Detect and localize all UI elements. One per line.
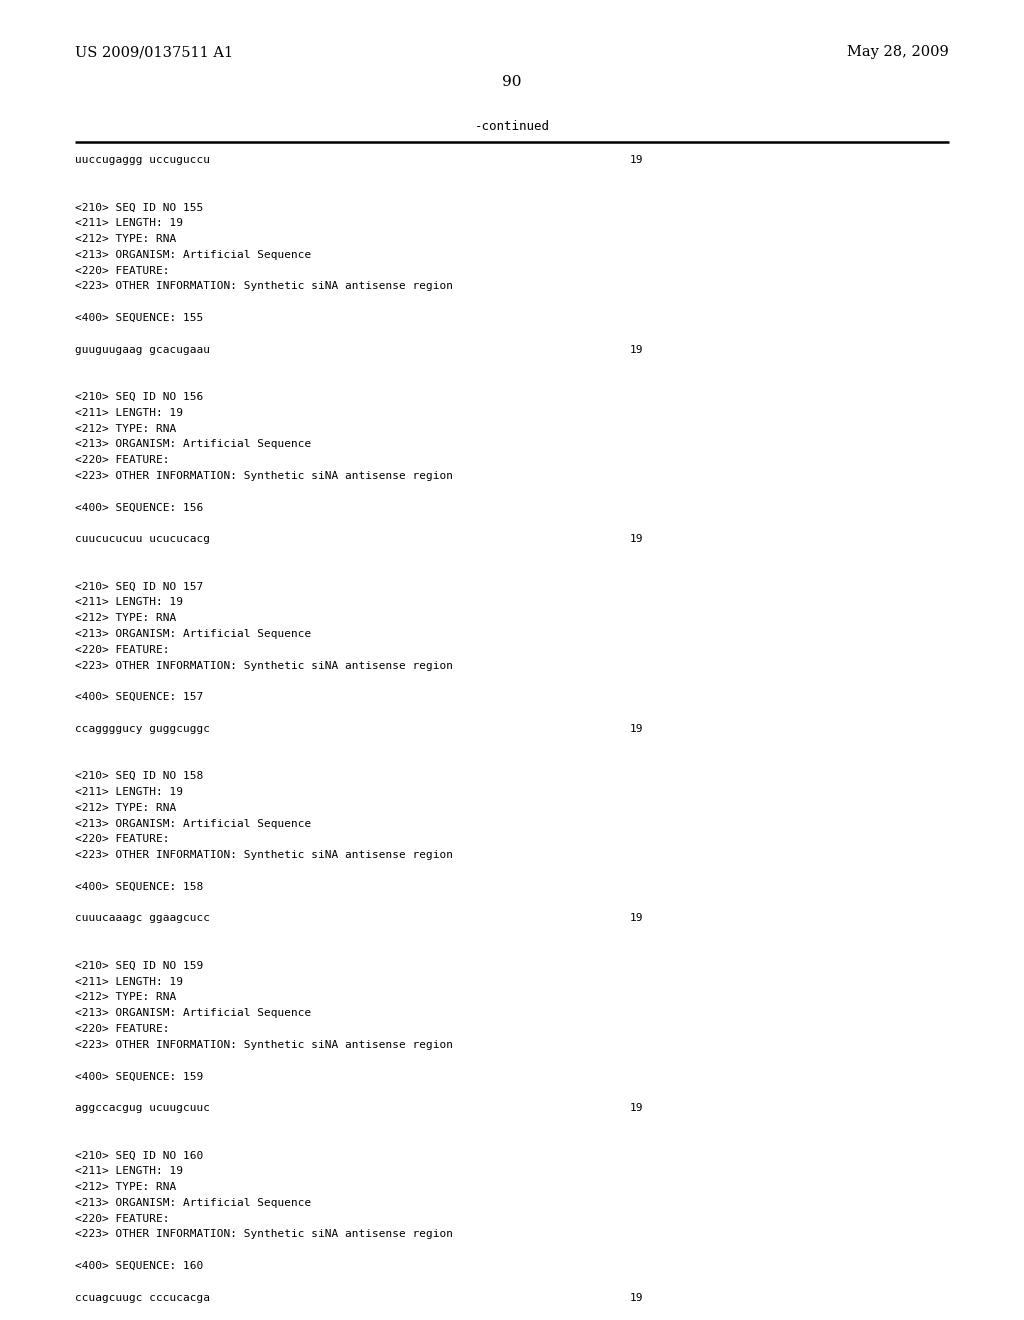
Text: <212> TYPE: RNA: <212> TYPE: RNA [75,1181,176,1192]
Text: <210> SEQ ID NO 160: <210> SEQ ID NO 160 [75,1151,203,1160]
Text: 19: 19 [630,723,643,734]
Text: <212> TYPE: RNA: <212> TYPE: RNA [75,614,176,623]
Text: <220> FEATURE:: <220> FEATURE: [75,1213,170,1224]
Text: <212> TYPE: RNA: <212> TYPE: RNA [75,993,176,1002]
Text: 19: 19 [630,345,643,355]
Text: 19: 19 [630,154,643,165]
Text: <400> SEQUENCE: 155: <400> SEQUENCE: 155 [75,313,203,323]
Text: <210> SEQ ID NO 157: <210> SEQ ID NO 157 [75,582,203,591]
Text: 90: 90 [502,75,522,88]
Text: <400> SEQUENCE: 159: <400> SEQUENCE: 159 [75,1072,203,1081]
Text: <210> SEQ ID NO 159: <210> SEQ ID NO 159 [75,961,203,970]
Text: <220> FEATURE:: <220> FEATURE: [75,265,170,276]
Text: 19: 19 [630,535,643,544]
Text: aggccacgug ucuugcuuc: aggccacgug ucuugcuuc [75,1104,210,1113]
Text: <223> OTHER INFORMATION: Synthetic siNA antisense region: <223> OTHER INFORMATION: Synthetic siNA … [75,850,453,861]
Text: <220> FEATURE:: <220> FEATURE: [75,1024,170,1034]
Text: <212> TYPE: RNA: <212> TYPE: RNA [75,234,176,244]
Text: US 2009/0137511 A1: US 2009/0137511 A1 [75,45,233,59]
Text: <400> SEQUENCE: 157: <400> SEQUENCE: 157 [75,692,203,702]
Text: -continued: -continued [474,120,550,133]
Text: <223> OTHER INFORMATION: Synthetic siNA antisense region: <223> OTHER INFORMATION: Synthetic siNA … [75,1040,453,1049]
Text: uuccugaggg uccuguccu: uuccugaggg uccuguccu [75,154,210,165]
Text: 19: 19 [630,1104,643,1113]
Text: <210> SEQ ID NO 155: <210> SEQ ID NO 155 [75,202,203,213]
Text: <400> SEQUENCE: 158: <400> SEQUENCE: 158 [75,882,203,892]
Text: guuguugaag gcacugaau: guuguugaag gcacugaau [75,345,210,355]
Text: <213> ORGANISM: Artificial Sequence: <213> ORGANISM: Artificial Sequence [75,630,311,639]
Text: <213> ORGANISM: Artificial Sequence: <213> ORGANISM: Artificial Sequence [75,818,311,829]
Text: <213> ORGANISM: Artificial Sequence: <213> ORGANISM: Artificial Sequence [75,440,311,449]
Text: <400> SEQUENCE: 160: <400> SEQUENCE: 160 [75,1261,203,1271]
Text: 19: 19 [630,1292,643,1303]
Text: ccaggggucу guggcuggc: ccaggggucу guggcuggc [75,723,210,734]
Text: <211> LENGTH: 19: <211> LENGTH: 19 [75,977,183,986]
Text: <211> LENGTH: 19: <211> LENGTH: 19 [75,218,183,228]
Text: <211> LENGTH: 19: <211> LENGTH: 19 [75,787,183,797]
Text: <223> OTHER INFORMATION: Synthetic siNA antisense region: <223> OTHER INFORMATION: Synthetic siNA … [75,281,453,292]
Text: <223> OTHER INFORMATION: Synthetic siNA antisense region: <223> OTHER INFORMATION: Synthetic siNA … [75,471,453,480]
Text: <220> FEATURE:: <220> FEATURE: [75,644,170,655]
Text: <212> TYPE: RNA: <212> TYPE: RNA [75,424,176,433]
Text: <213> ORGANISM: Artificial Sequence: <213> ORGANISM: Artificial Sequence [75,1008,311,1018]
Text: <211> LENGTH: 19: <211> LENGTH: 19 [75,408,183,418]
Text: cuucucucuu ucucucacg: cuucucucuu ucucucacg [75,535,210,544]
Text: ccuagcuugc cccucacga: ccuagcuugc cccucacga [75,1292,210,1303]
Text: <210> SEQ ID NO 156: <210> SEQ ID NO 156 [75,392,203,403]
Text: <400> SEQUENCE: 156: <400> SEQUENCE: 156 [75,503,203,512]
Text: <213> ORGANISM: Artificial Sequence: <213> ORGANISM: Artificial Sequence [75,249,311,260]
Text: <211> LENGTH: 19: <211> LENGTH: 19 [75,598,183,607]
Text: <213> ORGANISM: Artificial Sequence: <213> ORGANISM: Artificial Sequence [75,1197,311,1208]
Text: May 28, 2009: May 28, 2009 [847,45,949,59]
Text: <220> FEATURE:: <220> FEATURE: [75,834,170,845]
Text: <223> OTHER INFORMATION: Synthetic siNA antisense region: <223> OTHER INFORMATION: Synthetic siNA … [75,660,453,671]
Text: <223> OTHER INFORMATION: Synthetic siNA antisense region: <223> OTHER INFORMATION: Synthetic siNA … [75,1229,453,1239]
Text: cuuucaaagc ggaagcucc: cuuucaaagc ggaagcucc [75,913,210,924]
Text: <210> SEQ ID NO 158: <210> SEQ ID NO 158 [75,771,203,781]
Text: 19: 19 [630,913,643,924]
Text: <220> FEATURE:: <220> FEATURE: [75,455,170,465]
Text: <211> LENGTH: 19: <211> LENGTH: 19 [75,1166,183,1176]
Text: <212> TYPE: RNA: <212> TYPE: RNA [75,803,176,813]
